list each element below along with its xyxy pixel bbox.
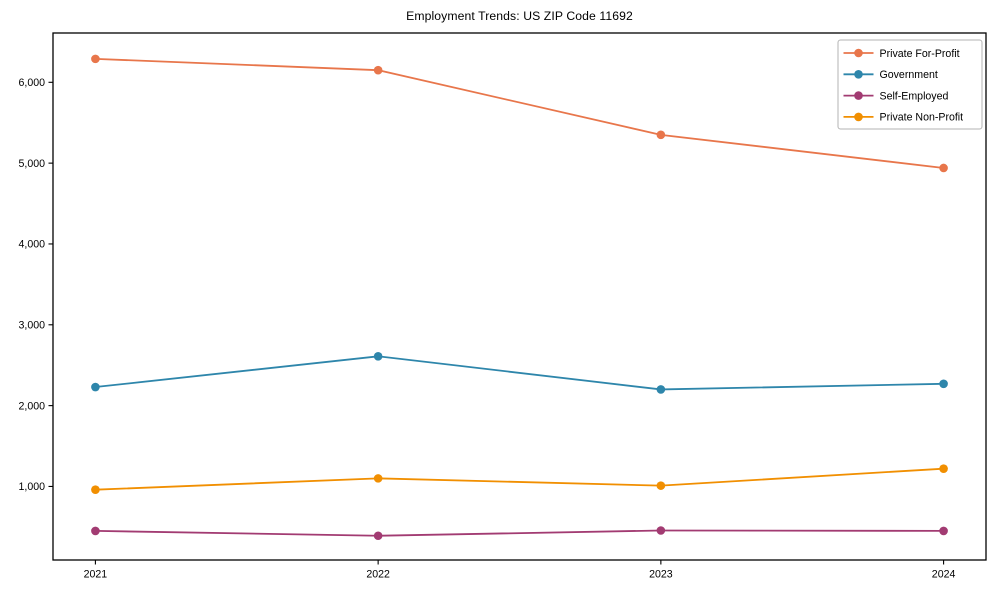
data-point	[91, 526, 100, 536]
plot-area	[52, 32, 987, 561]
data-point	[373, 352, 383, 361]
data-point	[91, 485, 100, 494]
data-point	[939, 379, 948, 389]
data-point	[939, 464, 948, 473]
legend-marker-dot	[854, 91, 863, 100]
y-axis-tick-label: 5,000	[18, 158, 45, 170]
x-axis-tick-label: 2022	[366, 569, 390, 581]
data-point	[939, 526, 948, 536]
data-point	[939, 163, 948, 173]
legend-item-label: Private For-Profit	[880, 48, 960, 60]
data-point	[656, 526, 666, 535]
chart-title: Employment Trends: US ZIP Code 11692	[406, 9, 633, 23]
series-line-government	[95, 355, 944, 391]
data-point	[373, 531, 383, 541]
x-axis-tick-label: 2023	[649, 569, 673, 581]
y-axis-tick-label: 6,000	[18, 77, 45, 89]
legend-marker-dot	[854, 48, 863, 58]
legend-item-label: Self-Employed	[880, 90, 949, 102]
data-point	[656, 130, 666, 140]
series-line-private-for-profit	[95, 57, 944, 169]
series-line-self-employed	[95, 529, 944, 537]
y-axis-tick-label: 2,000	[18, 400, 45, 412]
y-axis-tick-label: 3,000	[18, 319, 45, 331]
data-point	[91, 54, 100, 64]
legend-marker-dot	[854, 70, 863, 79]
legend-marker-dot	[854, 112, 863, 122]
legend-item-label: Government	[880, 69, 938, 81]
series-line-private-non-profit	[95, 467, 944, 491]
y-axis-tick-label: 4,000	[18, 239, 45, 251]
legend-item-label: Private Non-Profit	[880, 112, 964, 124]
data-point	[373, 474, 383, 483]
x-axis-tick-label: 2021	[84, 569, 108, 581]
legend	[837, 39, 983, 130]
data-point	[656, 385, 666, 394]
data-point	[373, 65, 383, 75]
data-point	[91, 382, 100, 392]
x-axis-tick-label: 2024	[932, 569, 956, 581]
y-axis-tick-label: 1,000	[18, 481, 45, 493]
data-point	[656, 481, 666, 490]
